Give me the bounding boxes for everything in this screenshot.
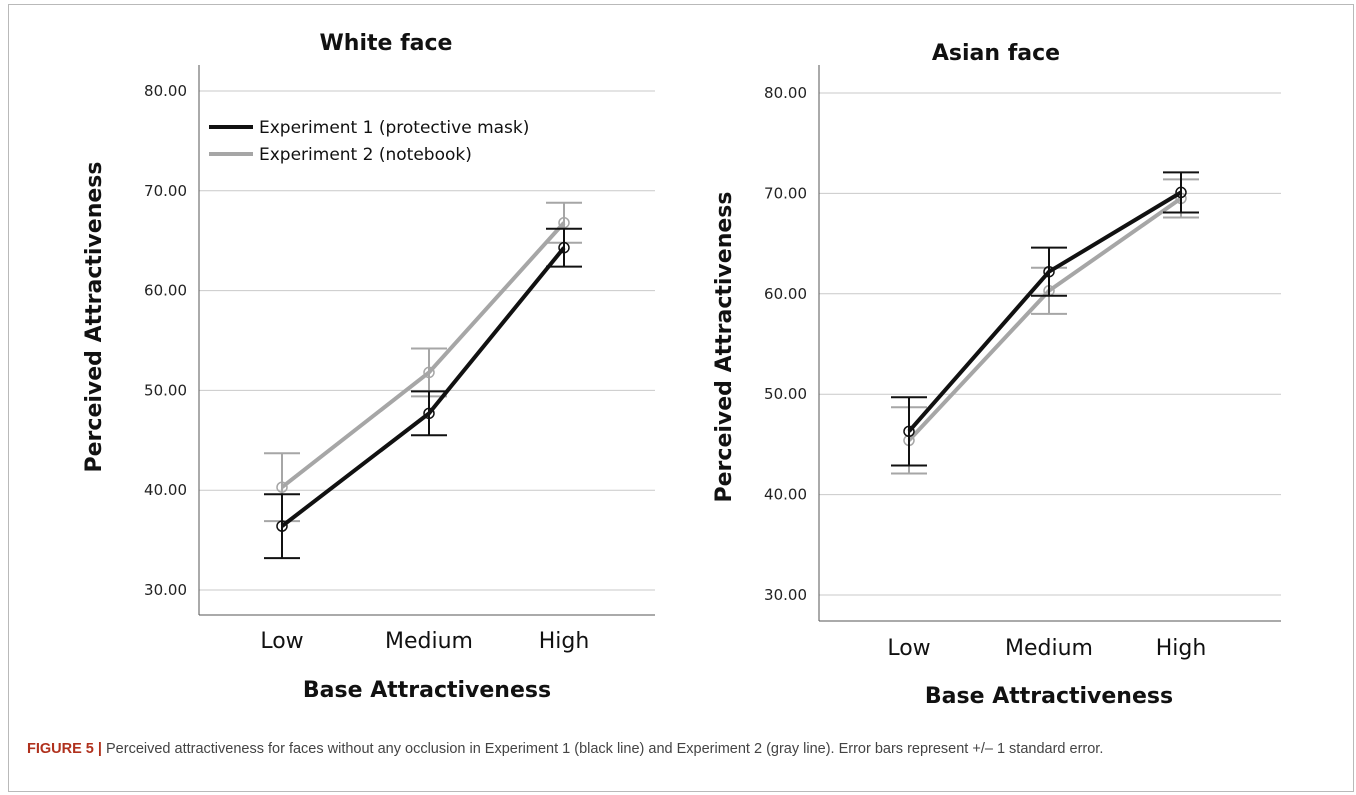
caption-text: Perceived attractiveness for faces witho…	[106, 741, 1104, 757]
chart-panel-1: 30.00 40.00 50.00 60.00 70.00 80.00 White face…	[82, 31, 655, 703]
data-point	[558, 241, 570, 254]
y-tick-label: 70.00	[144, 182, 187, 200]
x-tick-label: High	[539, 629, 590, 654]
y-axis-label: Perceived Attractiveness	[82, 162, 107, 473]
y-tick-label: 80.00	[764, 84, 807, 102]
data-point	[903, 425, 915, 438]
y-tick-label: 80.00	[144, 82, 187, 100]
charts-canvas: 30.00 40.00 50.00 60.00 70.00 80.00 White face…	[82, 31, 1281, 709]
chart-title: White face	[320, 31, 453, 56]
series-line	[907, 190, 1183, 433]
figure-frame: 30.00 40.00 50.00 60.00 70.00 80.00 White face…	[8, 4, 1354, 792]
figure-caption: FIGURE 5 | Perceived attractiveness for …	[27, 739, 1347, 759]
data-point	[276, 520, 288, 532]
y-tick-label: 40.00	[144, 481, 187, 499]
x-axis-label: Base Attractiveness	[925, 684, 1173, 709]
caption-label: FIGURE 5	[27, 741, 94, 757]
series-1	[891, 171, 1199, 467]
series-line	[907, 196, 1183, 442]
y-tick-label: 60.00	[764, 285, 807, 303]
x-axis-label: Base Attractiveness	[303, 678, 551, 703]
x-tick-label: Low	[260, 629, 303, 654]
x-tick-label: Medium	[385, 629, 473, 654]
y-tick-label: 50.00	[144, 381, 187, 399]
legend-label: Experiment 2 (notebook)	[259, 145, 472, 165]
series-line	[280, 246, 566, 528]
series-line	[280, 221, 566, 489]
data-point	[1043, 265, 1055, 278]
y-tick-label: 50.00	[764, 385, 807, 403]
chart-title: Asian face	[932, 41, 1060, 66]
x-tick-label: Medium	[1005, 636, 1093, 661]
series-1	[264, 227, 582, 560]
x-tick-label: High	[1156, 636, 1207, 661]
legend: Experiment 1 (protective mask) Experiment…	[209, 118, 529, 165]
data-point	[423, 366, 435, 379]
y-axis-label: Perceived Attractiveness	[712, 192, 737, 503]
series-2	[891, 178, 1199, 475]
caption-separator: |	[97, 741, 102, 757]
data-point	[276, 481, 288, 493]
data-point	[1175, 186, 1187, 199]
y-tick-label: 30.00	[764, 586, 807, 604]
legend-label: Experiment 1 (protective mask)	[259, 118, 529, 138]
x-tick-label: Low	[887, 636, 930, 661]
y-tick-label: 30.00	[144, 581, 187, 599]
y-tick-label: 70.00	[764, 184, 807, 202]
y-tick-label: 40.00	[764, 486, 807, 504]
y-tick-label: 60.00	[144, 282, 187, 300]
chart-panel-2: 30.00 40.00 50.00 60.00 70.00 80.00 Asian face…	[712, 41, 1281, 709]
series-2	[264, 201, 582, 523]
data-point	[423, 407, 435, 420]
